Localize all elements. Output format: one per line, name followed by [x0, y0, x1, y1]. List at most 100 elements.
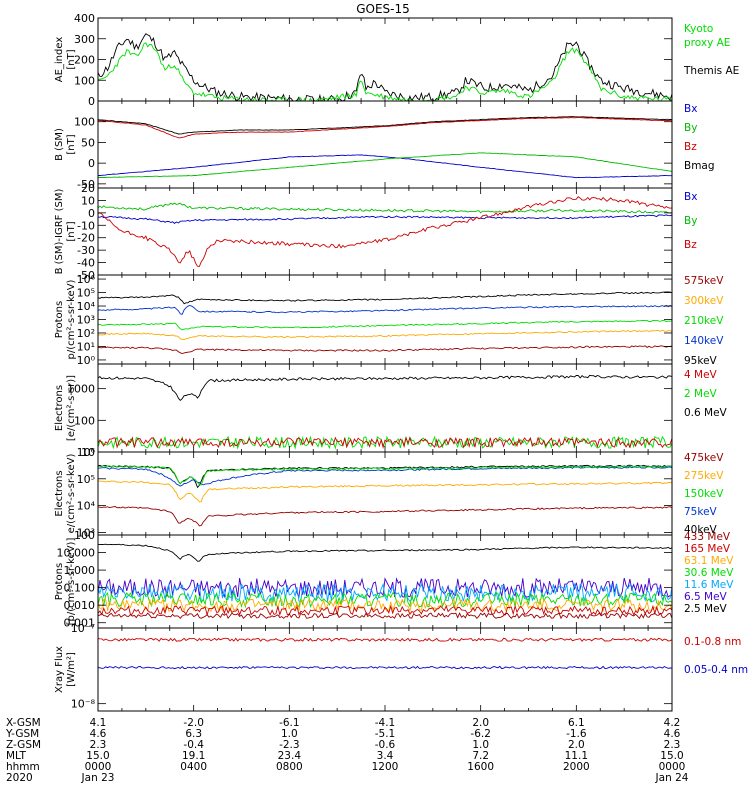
y-tick-label: 10⁰ [77, 354, 96, 367]
x-axis-value: 11.1 [565, 750, 588, 762]
legend-entry: 275keV [684, 470, 724, 482]
panel-xray: 10⁻⁸ 10⁻⁷ Xray Flux [W/m²] 0.1-0.8 nm 0.05-0.… [54, 622, 748, 712]
y-tick-label: 0 [88, 95, 95, 108]
x-axis-value: 1600 [467, 761, 494, 773]
y-axis-label: AE_index [54, 37, 65, 83]
y-tick-label: 0.100 [64, 582, 96, 595]
legend-entry: 63.1 MeV [684, 555, 734, 567]
x-axis-value: -0.6 [375, 739, 396, 751]
y-tick-label: 10 [81, 194, 95, 207]
series-95kev [98, 291, 672, 305]
x-axis-value: -0.4 [183, 739, 204, 751]
x-axis-value: 7.2 [472, 750, 489, 762]
y-tick-label: -50 [77, 178, 95, 191]
x-axis-value: 2.3 [664, 739, 681, 751]
panel-protons2: 0.001 0.010 0.100 1.000 10.000 100 Protons [p/(… [54, 529, 734, 630]
panel-bsm: -50 0 50 100 B (SM) [nT] Bx By Bz Bmag [54, 100, 715, 191]
y-axis-label: e/(cm²-s-sr-keV) [66, 454, 77, 534]
legend-entry: 40keV [684, 524, 718, 536]
x-axis-value: -6.2 [470, 728, 491, 740]
legend-entry: By [684, 122, 697, 134]
y-axis-label: B (SM) [54, 128, 65, 161]
x-axis-value: -2.3 [279, 739, 300, 751]
y-tick-label: -10 [77, 219, 95, 232]
legend-entry: 75keV [684, 506, 718, 518]
x-axis-value: 0800 [276, 761, 303, 773]
series-bx [98, 214, 672, 224]
series-bx [98, 154, 672, 179]
legend-entry: 0.1-0.8 nm [684, 636, 741, 648]
y-tick-label: 20 [81, 182, 95, 195]
series-475kev [98, 506, 672, 527]
series-275kev [98, 480, 672, 503]
panel-frame [97, 17, 673, 102]
y-tick-label: 10² [77, 327, 95, 340]
y-tick-label: 50 [81, 136, 95, 149]
y-tick-label: 10⁻⁷ [71, 622, 95, 635]
y-tick-label: 0.001 [64, 617, 96, 630]
y-axis-label: Protons [54, 301, 65, 338]
x-axis-table: X-GSMY-GSMZ-GSMMLThhmm20204.14.62.315.00… [5, 717, 689, 784]
series-by [98, 152, 672, 179]
y-tick-label: 10⁻⁸ [71, 698, 96, 711]
y-axis-label: [e/(cm²-s-sr)] [66, 375, 77, 441]
series-2-5-mev [98, 543, 672, 562]
series-63-1-mev [98, 597, 672, 613]
y-tick-label: 300 [74, 33, 95, 46]
legend-entry: 95keV [684, 355, 718, 367]
x-axis-value: 23.4 [278, 750, 302, 762]
y-axis-label: Electrons [54, 385, 65, 431]
y-axis-label: p/(cm²-s-sr-keV) [66, 279, 77, 359]
x-axis-value: 4.1 [90, 717, 107, 729]
y-axis-label: [nT] [66, 49, 77, 69]
x-axis-value: 0000 [85, 761, 112, 773]
x-axis-value: 1.0 [281, 728, 298, 740]
y-tick-label: 100 [74, 414, 95, 427]
y-tick-label: 0 [88, 207, 95, 220]
y-tick-label: 10⁴ [77, 500, 96, 513]
series-0-05-0-4-nm [98, 665, 672, 670]
x-axis-row-label: X-GSM [6, 717, 41, 729]
legend-entry: 4 MeV [684, 369, 718, 381]
x-axis-row-label: hhmm [6, 761, 40, 773]
legend-entry: 0.6 MeV [684, 407, 728, 419]
x-axis-value: 4.6 [664, 728, 681, 740]
y-axis-label: Xray Flux [54, 646, 65, 693]
x-axis-value: -5.1 [375, 728, 396, 740]
panel-frame [97, 451, 673, 536]
series-bz [98, 116, 672, 139]
y-axis-label: Protons [54, 563, 65, 600]
y-axis-label: B (SM)-IGRF (SM) [54, 189, 65, 275]
x-axis-value: Jan 24 [655, 772, 689, 784]
x-axis-row-label: 2020 [6, 772, 33, 784]
legend-entry: 0.05-0.4 nm [684, 664, 748, 676]
legend-entry: 210keV [684, 315, 724, 327]
x-axis-value: Jan 23 [81, 772, 115, 784]
y-axis-label: [nT] [66, 134, 77, 154]
x-axis-value: 2.0 [568, 739, 585, 751]
legend-entry: 2 MeV [684, 388, 718, 400]
y-tick-label: 0.010 [64, 599, 96, 612]
y-tick-label: 100 [74, 116, 95, 129]
x-axis-value: -4.1 [375, 717, 396, 729]
series-140kev [98, 304, 672, 315]
series-433-mev [98, 612, 672, 620]
legend-entry: 6.5 MeV [684, 591, 728, 603]
y-tick-label: 100 [74, 529, 95, 542]
legend-entry: 140keV [684, 335, 724, 347]
y-tick-label: -30 [77, 244, 95, 257]
y-tick-label: 200 [74, 54, 95, 67]
series-themis-ae [98, 33, 672, 101]
y-tick-label: 10³ [77, 314, 95, 327]
legend-entry: 475keV [684, 452, 724, 464]
y-tick-label: -40 [77, 257, 95, 270]
x-axis-value: 2000 [563, 761, 590, 773]
series-75kev [98, 466, 672, 487]
legend-entry: By [684, 215, 697, 227]
y-tick-label: 0 [88, 157, 95, 170]
